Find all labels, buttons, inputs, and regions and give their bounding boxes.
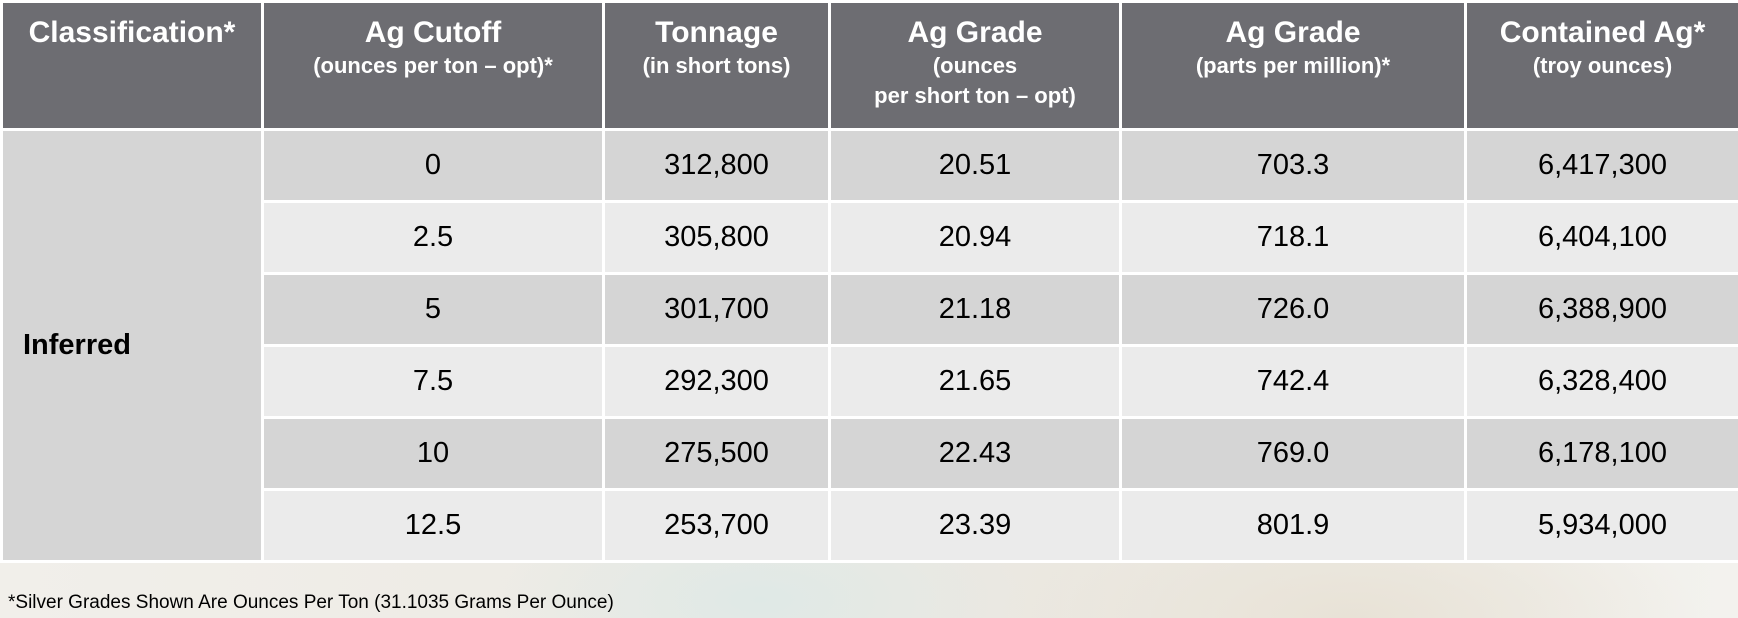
table-row: 2.5 305,800 20.94 718.1 6,404,100 xyxy=(2,200,1738,275)
grade-opt-cell: 20.51 xyxy=(828,128,1122,203)
header-main-label: Ag Cutoff xyxy=(364,16,502,49)
tonnage-cell: 301,700 xyxy=(602,272,831,347)
footnote: *Silver Grades Shown Are Ounces Per Ton … xyxy=(8,592,614,613)
contained-ag-cell: 6,388,900 xyxy=(1464,272,1738,347)
contained-ag-cell: 6,178,100 xyxy=(1464,416,1738,491)
grade-ppm-cell: 726.0 xyxy=(1119,272,1467,347)
contained-ag-cell: 5,934,000 xyxy=(1464,488,1738,563)
header-classification: Classification* xyxy=(0,0,264,131)
cutoff-cell: 7.5 xyxy=(261,344,605,419)
header-row: Classification* Ag Cutoff (ounces per to… xyxy=(0,0,1738,131)
header-main-label: Tonnage xyxy=(655,16,778,49)
tonnage-cell: 312,800 xyxy=(602,128,831,203)
grade-opt-cell: 21.18 xyxy=(828,272,1122,347)
grade-ppm-cell: 801.9 xyxy=(1119,488,1467,563)
header-sub-label: (troy ounces) xyxy=(1532,53,1673,78)
tonnage-cell: 305,800 xyxy=(602,200,831,275)
contained-ag-cell: 6,328,400 xyxy=(1464,344,1738,419)
grade-opt-cell: 21.65 xyxy=(828,344,1122,419)
table-row: 10 275,500 22.43 769.0 6,178,100 xyxy=(2,416,1738,491)
tonnage-cell: 275,500 xyxy=(602,416,831,491)
contained-ag-cell: 6,404,100 xyxy=(1464,200,1738,275)
classification-cell: Inferred xyxy=(0,128,264,563)
header-sub-label: (in short tons) xyxy=(642,53,791,78)
header-ag-grade-ppm: Ag Grade (parts per million)* xyxy=(1119,0,1467,131)
cutoff-cell: 0 xyxy=(261,128,605,203)
table-row: 7.5 292,300 21.65 742.4 6,328,400 xyxy=(2,344,1738,419)
resource-table-container: Classification* Ag Cutoff (ounces per to… xyxy=(0,0,1738,563)
grade-ppm-cell: 703.3 xyxy=(1119,128,1467,203)
header-tonnage: Tonnage (in short tons) xyxy=(602,0,831,131)
grade-opt-cell: 23.39 xyxy=(828,488,1122,563)
header-ag-grade-opt: Ag Grade (ounces per short ton – opt) xyxy=(828,0,1122,131)
header-main-label: Ag Grade xyxy=(1225,16,1361,49)
table-row: 5 301,700 21.18 726.0 6,388,900 xyxy=(2,272,1738,347)
header-main-label: Classification* xyxy=(28,16,236,49)
grade-opt-cell: 22.43 xyxy=(828,416,1122,491)
tonnage-cell: 253,700 xyxy=(602,488,831,563)
grade-opt-cell: 20.94 xyxy=(828,200,1122,275)
cutoff-cell: 12.5 xyxy=(261,488,605,563)
cutoff-cell: 10 xyxy=(261,416,605,491)
grade-ppm-cell: 742.4 xyxy=(1119,344,1467,419)
header-main-label: Contained Ag* xyxy=(1499,16,1706,49)
table-row: Inferred 0 312,800 20.51 703.3 6,417,300 xyxy=(0,128,1738,563)
contained-ag-cell: 6,417,300 xyxy=(1464,128,1738,203)
grade-ppm-cell: 718.1 xyxy=(1119,200,1467,275)
header-sub-label: (ounces per ton – opt)* xyxy=(313,53,553,78)
grade-ppm-cell: 769.0 xyxy=(1119,416,1467,491)
header-contained-ag: Contained Ag* (troy ounces) xyxy=(1464,0,1738,131)
header-sub-label: (parts per million)* xyxy=(1195,53,1391,78)
header-main-label: Ag Grade xyxy=(907,16,1043,49)
cutoff-cell: 2.5 xyxy=(261,200,605,275)
header-ag-cutoff: Ag Cutoff (ounces per ton – opt)* xyxy=(261,0,605,131)
tonnage-cell: 292,300 xyxy=(602,344,831,419)
resource-estimate-table: Classification* Ag Cutoff (ounces per to… xyxy=(0,0,1738,563)
table-row: 12.5 253,700 23.39 801.9 5,934,000 xyxy=(2,488,1738,563)
header-sub-label: (ounces per short ton – opt) xyxy=(874,53,1076,108)
cutoff-cell: 5 xyxy=(261,272,605,347)
